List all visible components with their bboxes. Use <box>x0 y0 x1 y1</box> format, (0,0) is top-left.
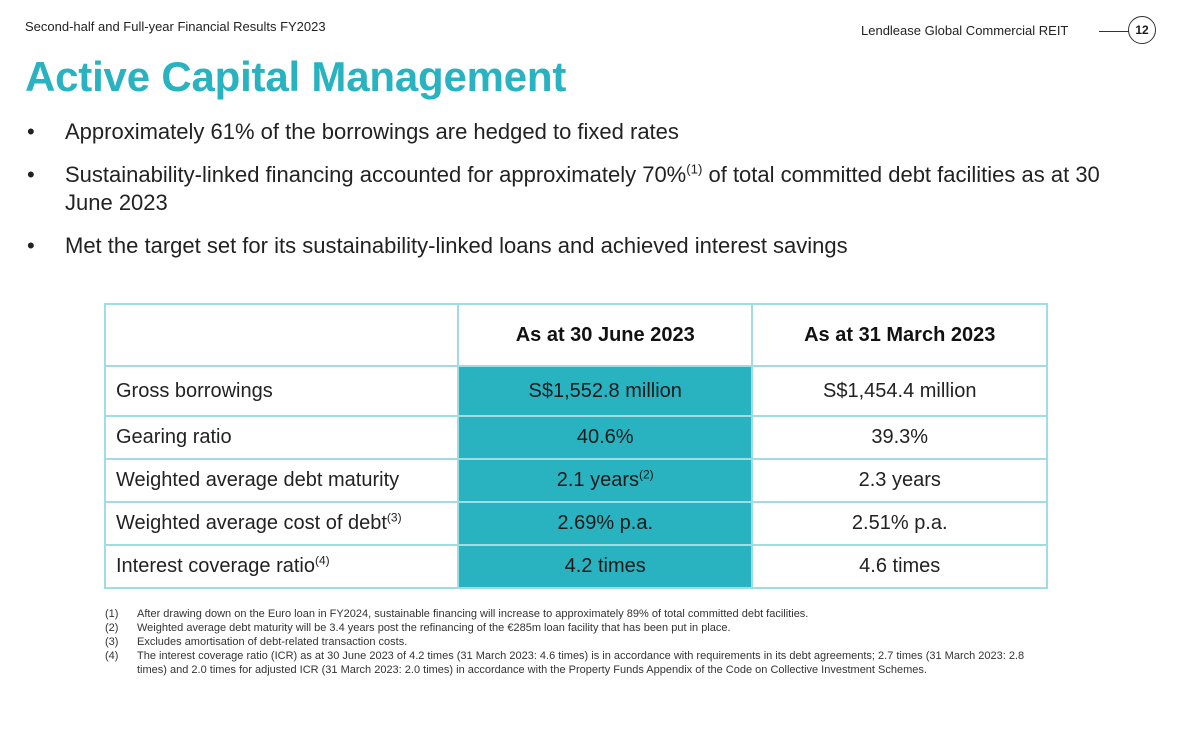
footnote-item: (2) Weighted average debt maturity will b… <box>105 622 731 634</box>
bullet-symbol: • <box>27 119 35 144</box>
table-header-row: As at 30 June 2023 As at 31 March 2023 <box>104 303 1048 367</box>
value-jun-2023: 40.6% <box>456 415 754 460</box>
footnote-item: (3) Excludes amortisation of debt-related… <box>105 636 408 648</box>
row-label: Interest coverage ratio(4) <box>104 544 459 589</box>
table-row: Weighted average cost of debt(3) 2.69% p… <box>104 501 1048 546</box>
bullet-item: • Sustainability-linked financing accoun… <box>25 161 1105 217</box>
row-label: Weighted average cost of debt(3) <box>104 501 459 546</box>
value-mar-2023: 39.3% <box>751 415 1048 460</box>
column-header-jun-2023: As at 30 June 2023 <box>456 303 754 367</box>
value-mar-2023: 2.3 years <box>751 458 1048 503</box>
capital-metrics-table: As at 30 June 2023 As at 31 March 2023 G… <box>104 303 1048 589</box>
value-mar-2023: S$1,454.4 million <box>751 365 1048 417</box>
row-label: Gross borrowings <box>104 365 459 417</box>
bullet-symbol: • <box>27 233 35 258</box>
page-number-connector <box>1099 31 1129 32</box>
bullet-text: Approximately 61% of the borrowings are … <box>65 119 679 144</box>
value-jun-2023: 4.2 times <box>456 544 754 589</box>
bullet-text: of total committed debt facilities as at… <box>65 162 1100 215</box>
value-jun-2023: 2.69% p.a. <box>456 501 754 546</box>
table-row: Gross borrowings S$1,552.8 million S$1,4… <box>104 365 1048 417</box>
value-mar-2023: 2.51% p.a. <box>751 501 1048 546</box>
page-title: Active Capital Management <box>25 53 567 100</box>
footnote-item: (1) After drawing down on the Euro loan i… <box>105 608 809 620</box>
footnotes: (1) After drawing down on the Euro loan i… <box>105 607 1035 677</box>
bullet-list: • Approximately 61% of the borrowings ar… <box>25 118 1105 275</box>
table-row: Interest coverage ratio(4) 4.2 times 4.6… <box>104 544 1048 589</box>
footnote-ref: (1) <box>686 161 703 177</box>
row-label: Weighted average debt maturity <box>104 458 459 503</box>
bullet-item: • Approximately 61% of the borrowings ar… <box>25 118 1105 146</box>
table-corner-cell <box>104 303 459 367</box>
page-number-badge: 12 <box>1128 16 1156 44</box>
column-header-mar-2023: As at 31 March 2023 <box>751 303 1048 367</box>
table-row: Gearing ratio 40.6% 39.3% <box>104 415 1048 460</box>
bullet-item: • Met the target set for its sustainabil… <box>25 232 1105 260</box>
document-subtitle: Second-half and Full-year Financial Resu… <box>25 19 326 34</box>
value-jun-2023: S$1,552.8 million <box>456 365 754 417</box>
bullet-text: Met the target set for its sustainabilit… <box>65 233 848 258</box>
row-label: Gearing ratio <box>104 415 459 460</box>
brand-name: Lendlease Global Commercial REIT <box>861 23 1069 38</box>
footnote-item: (4) The interest coverage ratio (ICR) as … <box>105 650 1025 676</box>
bullet-symbol: • <box>27 162 35 187</box>
value-mar-2023: 4.6 times <box>751 544 1048 589</box>
value-jun-2023: 2.1 years(2) <box>456 458 754 503</box>
table-row: Weighted average debt maturity 2.1 years… <box>104 458 1048 503</box>
bullet-text: Sustainability-linked financing accounte… <box>65 162 687 187</box>
